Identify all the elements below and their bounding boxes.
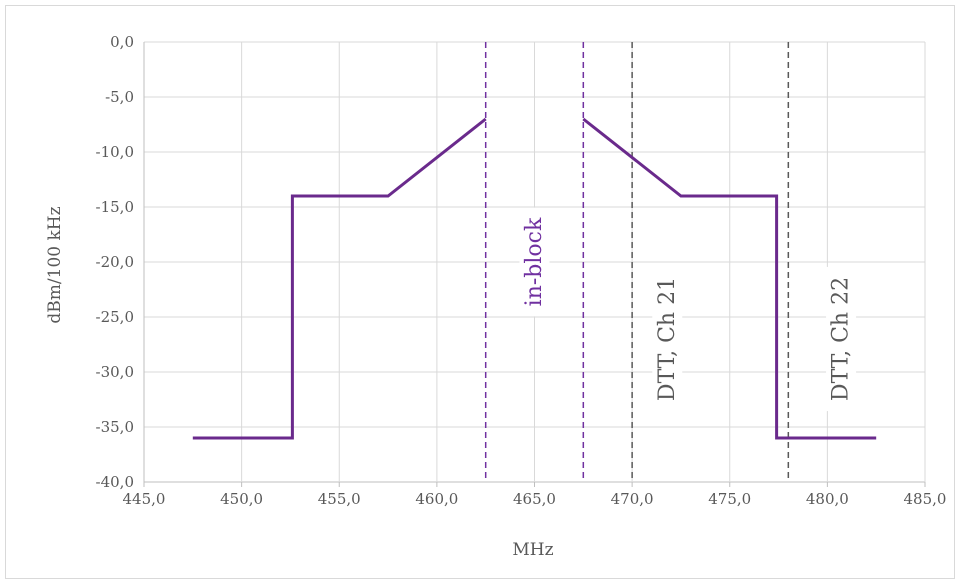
x-tick-label: 460,0 bbox=[415, 490, 458, 508]
annotation-label-group: in-block bbox=[519, 207, 550, 317]
annotation-label: in-block bbox=[522, 217, 547, 306]
y-tick-label: -35,0 bbox=[96, 418, 134, 436]
y-tick-label: -20,0 bbox=[96, 253, 134, 271]
x-tick-label: 485,0 bbox=[904, 490, 947, 508]
spectrum-mask-chart: in-block DTT, Ch 21 DTT, Ch 22 0,0 -5,0 -10,… bbox=[45, 33, 947, 560]
annotation-label-group: DTT, Ch 21 bbox=[652, 266, 683, 412]
y-axis-title: dBm/100 kHz bbox=[45, 206, 65, 323]
marker-layer bbox=[484, 42, 790, 482]
x-tick-label: 455,0 bbox=[318, 490, 361, 508]
chart-frame: in-block DTT, Ch 21 DTT, Ch 22 0,0 -5,0 -10,… bbox=[5, 5, 955, 579]
x-tick-label: 480,0 bbox=[806, 490, 849, 508]
annotation-backdrop bbox=[519, 207, 550, 317]
y-tick-label: -10,0 bbox=[96, 143, 134, 161]
annotation-layer: in-block DTT, Ch 21 DTT, Ch 22 bbox=[519, 207, 857, 412]
annotation-label-group: DTT, Ch 22 bbox=[826, 266, 857, 412]
y-tick-label: -40,0 bbox=[96, 473, 134, 491]
x-tick-label: 475,0 bbox=[708, 490, 751, 508]
annotation-backdrop bbox=[652, 266, 683, 412]
x-tick-label: 470,0 bbox=[611, 490, 654, 508]
annotation-label: DTT, Ch 22 bbox=[829, 277, 854, 401]
tick-layer: 0,0 -5,0 -10,0 -15,0 -20,0 -25,0 -30,0 -35,0 -40… bbox=[96, 33, 947, 508]
x-tick-label: 445,0 bbox=[123, 490, 166, 508]
x-tick-label: 465,0 bbox=[513, 490, 556, 508]
series-layer bbox=[192, 117, 877, 440]
mask-series-line bbox=[582, 117, 877, 440]
y-tick-label: -15,0 bbox=[96, 198, 134, 216]
y-tick-label: -25,0 bbox=[96, 308, 134, 326]
annotation-backdrop bbox=[826, 266, 857, 412]
y-tick-label: -5,0 bbox=[105, 88, 134, 106]
y-tick-label: -30,0 bbox=[96, 363, 134, 381]
annotation-label: DTT, Ch 21 bbox=[655, 277, 680, 401]
mask-series-line bbox=[192, 117, 487, 440]
x-axis-title: MHz bbox=[512, 540, 553, 560]
x-tick-label: 450,0 bbox=[220, 490, 263, 508]
y-tick-label: 0,0 bbox=[110, 33, 134, 51]
